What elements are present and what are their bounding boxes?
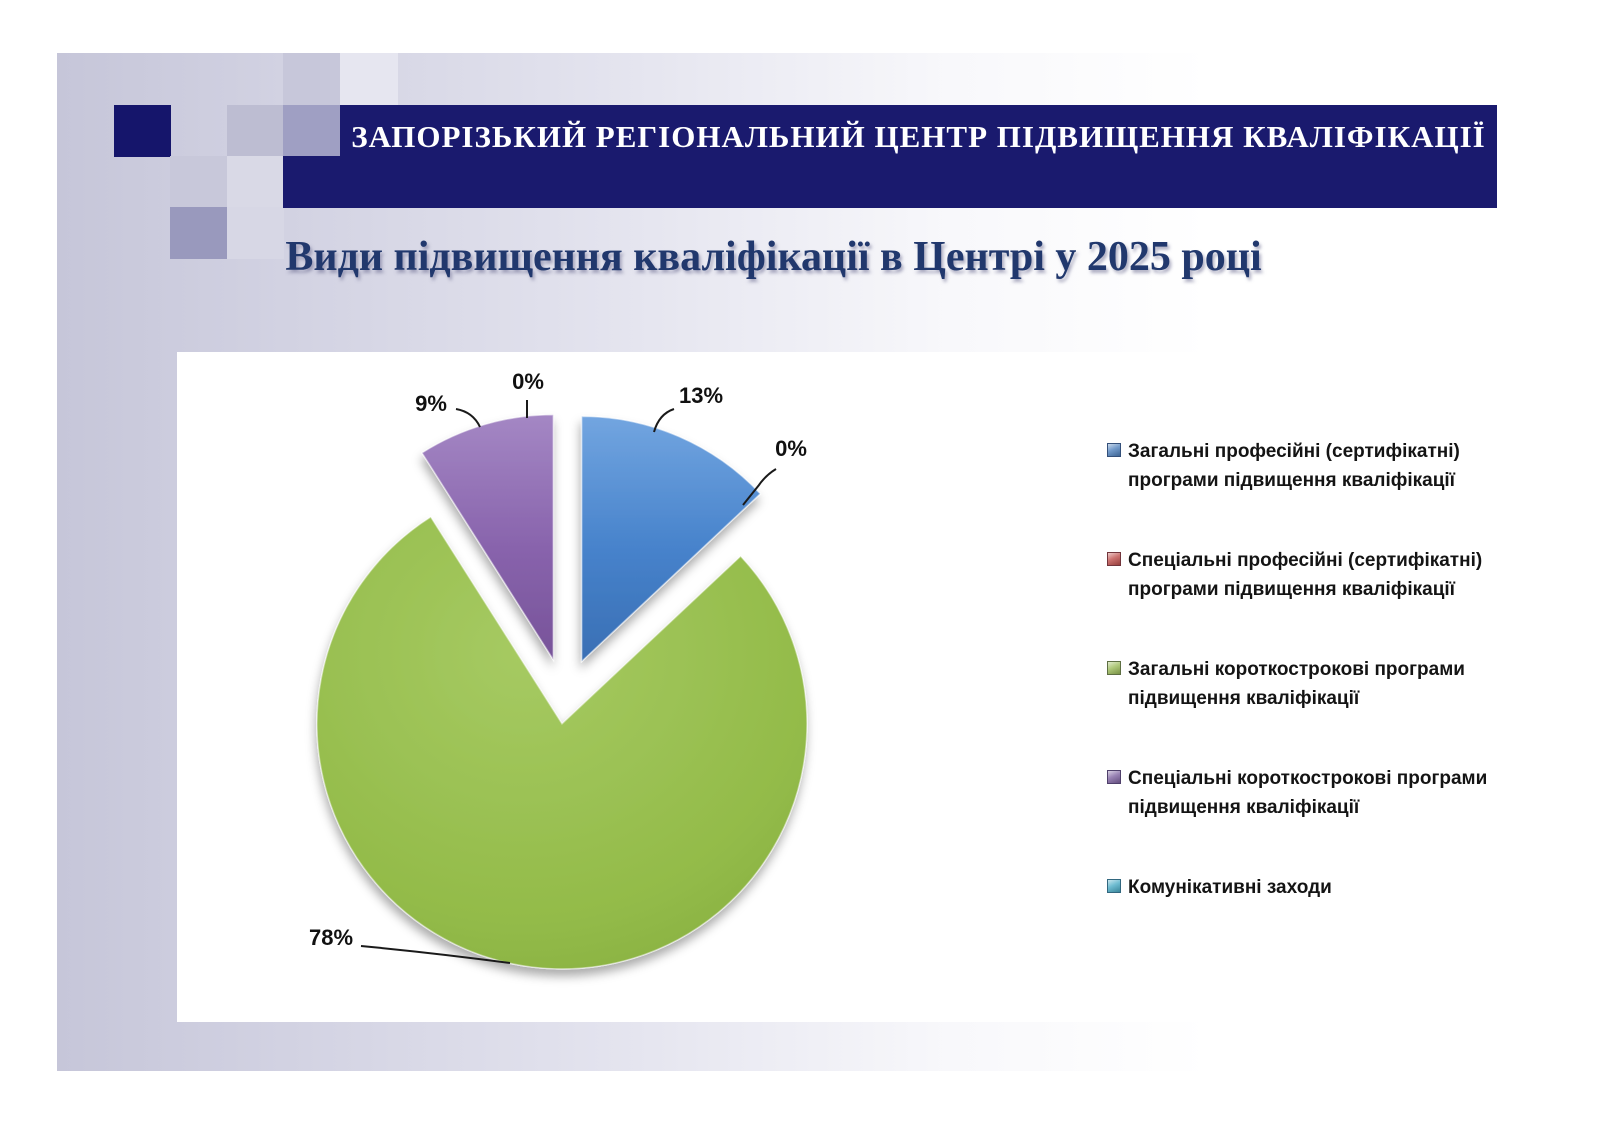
chart-legend: Загальні професійні (сертифікатні) прогр… <box>1107 437 1507 953</box>
leader-line <box>653 408 675 433</box>
legend-label: Спеціальні професійні (сертифікатні) про… <box>1128 550 1483 600</box>
mosaic-square <box>170 156 228 208</box>
mosaic-square <box>227 207 284 259</box>
header-banner: ЗАПОРІЗЬКИЙ РЕГІОНАЛЬНИЙ ЦЕНТР ПІДВИЩЕНН… <box>340 105 1497 208</box>
leader-line <box>455 408 481 428</box>
pie-chart <box>316 400 808 970</box>
pie-slice-green-78 <box>316 515 808 970</box>
mosaic-square-navy <box>114 105 171 157</box>
legend-marker-green <box>1107 661 1121 675</box>
pie-slice-purple-9 <box>420 413 555 663</box>
header-banner-step <box>283 156 341 208</box>
legend-marker-red <box>1107 552 1121 566</box>
legend-marker-purple <box>1107 770 1121 784</box>
data-label-13: 13% <box>678 383 724 408</box>
legend-label: Комунікативні заходи <box>1128 877 1332 898</box>
mosaic-square <box>340 53 398 105</box>
legend-item: Спеціальні професійні (сертифікатні) про… <box>1107 546 1507 604</box>
leader-line <box>742 468 777 506</box>
data-label-right-0: 0% <box>775 436 807 461</box>
legend-label: Загальні короткострокові програми підвищ… <box>1128 659 1465 709</box>
legend-item: Спеціальні короткострокові програми підв… <box>1107 764 1507 822</box>
pie-slice-blue-13 <box>580 415 762 664</box>
legend-label: Загальні професійні (сертифікатні) прогр… <box>1128 441 1460 491</box>
data-label-9: 9% <box>415 391 447 416</box>
data-label-top-0: 0% <box>512 369 544 394</box>
chart-area: 0% 9% 13% 0% 78% Загальні професійні (се… <box>177 352 1490 1022</box>
data-label-78: 78% <box>308 925 354 950</box>
mosaic-square <box>283 53 341 105</box>
legend-label: Спеціальні короткострокові програми підв… <box>1128 768 1488 818</box>
mosaic-square <box>170 207 228 259</box>
mosaic-square <box>227 105 284 157</box>
legend-item: Загальні професійні (сертифікатні) прогр… <box>1107 437 1507 495</box>
leader-line <box>360 945 511 964</box>
legend-item: Загальні короткострокові програми підвищ… <box>1107 655 1507 713</box>
mosaic-square <box>283 105 341 157</box>
slide-title: Види підвищення кваліфікації в Центрі у … <box>285 234 1262 280</box>
header-banner-text: ЗАПОРІЗЬКИЙ РЕГІОНАЛЬНИЙ ЦЕНТР ПІДВИЩЕНН… <box>351 119 1486 154</box>
legend-item: Комунікативні заходи <box>1107 873 1507 902</box>
legend-marker-blue <box>1107 443 1121 457</box>
legend-marker-cyan <box>1107 879 1121 893</box>
mosaic-square <box>227 156 284 208</box>
